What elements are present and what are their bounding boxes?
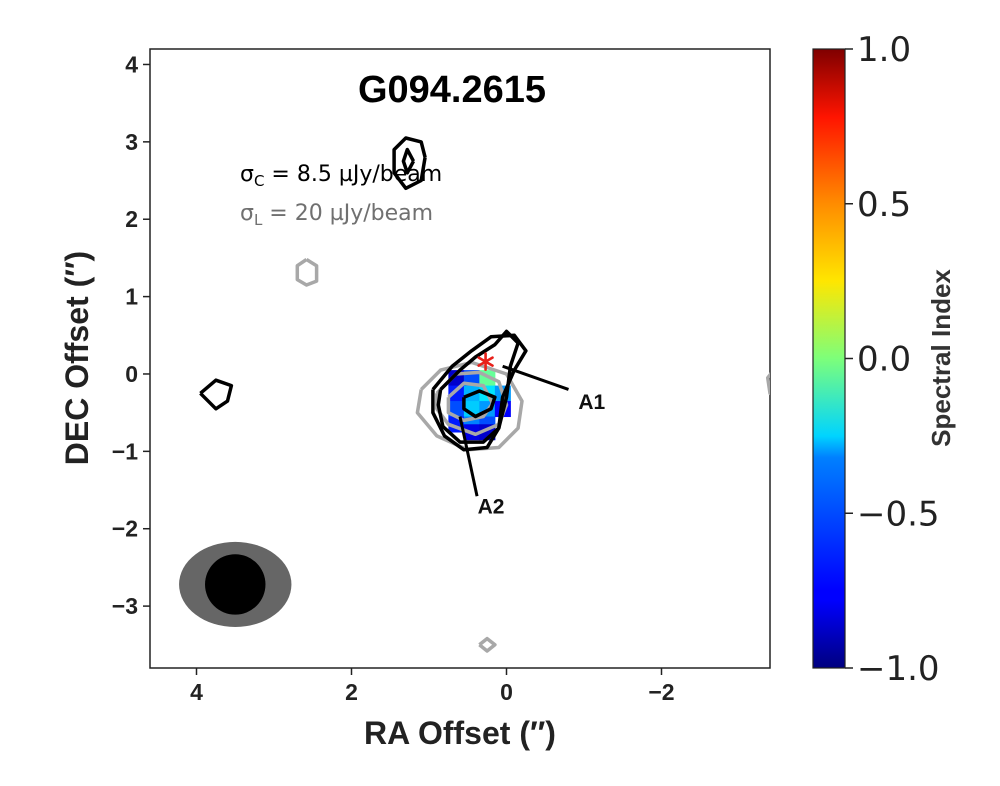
c-band-contour-1 (436, 329, 520, 444)
colorbar-tick-label: 1.0 (857, 30, 911, 70)
c-band-contour-4 (401, 147, 416, 175)
x-tick-label: 2 (345, 679, 358, 705)
y-tick-label: −3 (112, 593, 138, 619)
l-band-contour-3 (295, 258, 319, 287)
star-stroke (477, 356, 494, 367)
x-tick-label: 0 (500, 679, 513, 705)
y-tick-label: −2 (112, 516, 138, 542)
x-tick-label: −2 (648, 679, 674, 705)
c-band-contour-3 (392, 136, 427, 191)
l-band-contour-5 (765, 372, 770, 396)
l-band-contour-4 (478, 636, 497, 653)
y-tick-label: 2 (125, 206, 138, 232)
sigma-c-label: σC = 8.5 µJy/beam (240, 162, 442, 190)
a1-pointer-line (502, 364, 569, 391)
c-band-contour-2 (462, 389, 497, 419)
star-marker (477, 352, 494, 371)
colorbar-tick-label: 0.0 (857, 340, 911, 380)
star-marker-layer (477, 352, 494, 371)
chart-title: G094.2615 (358, 69, 546, 111)
l-band-contour-0 (415, 360, 524, 452)
source-label-a1: A1 (578, 391, 605, 414)
source-label-a2: A2 (478, 496, 505, 519)
y-tick-label: 4 (125, 51, 138, 77)
spectral-pixel-3 (448, 385, 465, 402)
annotation-lines (458, 364, 569, 497)
y-tick-label: 3 (125, 129, 138, 155)
colorbar-ticks: 1.0 0.5 0.0 −0.5 −1.0 (845, 30, 940, 689)
a2-pointer-line (458, 416, 479, 497)
plot-area (149, 48, 771, 669)
x-axis-ticks: 4 2 0 −2 (190, 668, 675, 705)
colorbar-tick-label: −1.0 (857, 649, 940, 689)
x-tick-label: 4 (190, 679, 203, 705)
colorbar-tick-label: 0.5 (857, 185, 911, 225)
colorbar-tick-label: −0.5 (857, 494, 940, 534)
colorbar: 1.0 0.5 0.0 −0.5 −1.0 Spectral Index (812, 30, 956, 689)
c-band-contours (199, 136, 528, 452)
y-axis-label: DEC Offset (″) (59, 251, 95, 465)
c-band-contour-5 (199, 378, 234, 411)
colorbar-gradient (812, 48, 846, 669)
y-tick-label: −1 (112, 438, 138, 464)
x-axis-label: RA Offset (″) (364, 715, 556, 751)
y-tick-label: 0 (125, 361, 138, 387)
colorbar-label: Spectral Index (926, 269, 956, 447)
sigma-l-label: σL = 20 µJy/beam (240, 201, 433, 229)
y-tick-label: 1 (125, 284, 138, 310)
c-band-beam (205, 554, 266, 615)
beam-ellipses (179, 541, 292, 627)
y-axis-ticks: 4 3 2 1 0 −1 −2 −3 (112, 51, 150, 619)
